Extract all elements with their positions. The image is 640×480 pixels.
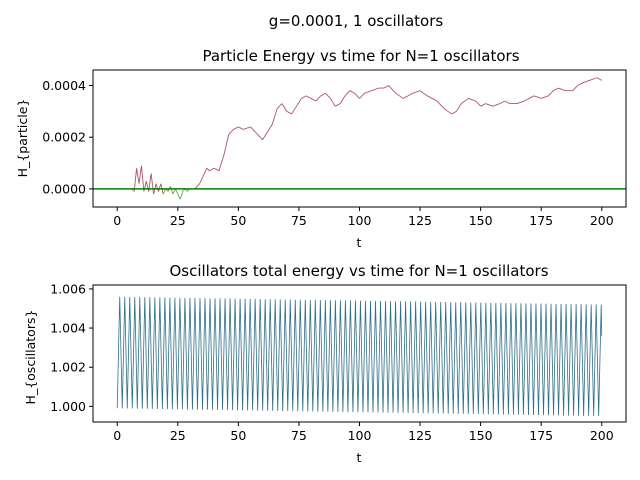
top-axes-ylabel: H_{particle} — [15, 99, 30, 178]
top-xtick-label: 50 — [230, 213, 246, 228]
bottom-xtick-label: 175 — [529, 428, 553, 443]
top-ytick-label: 0.0002 — [42, 130, 86, 145]
bottom-axes-frame — [92, 284, 627, 423]
top-ytick-label: 0.0004 — [42, 78, 86, 93]
bottom-ytick-label: 1.002 — [50, 360, 86, 375]
bottom-ytick-label: 1.006 — [50, 281, 86, 296]
top-axes-frame — [92, 69, 627, 208]
top-ytick-label: 0.0000 — [42, 181, 86, 196]
bottom-xtick-label: 75 — [291, 428, 307, 443]
particle-energy-line — [133, 77, 602, 195]
bottom-axes: Oscillators total energy vs time for N=1… — [23, 262, 627, 465]
bottom-ytick-label: 1.000 — [50, 399, 86, 414]
top-axes-xlabel: t — [357, 235, 362, 250]
bottom-xtick-label: 125 — [408, 428, 432, 443]
bottom-axes-title: Oscillators total energy vs time for N=1… — [169, 262, 548, 280]
top-xtick-label: 200 — [590, 213, 614, 228]
bottom-axes-ylabel: H_{oscillators} — [23, 310, 38, 405]
top-xtick-label: 75 — [291, 213, 307, 228]
top-xtick-label: 175 — [529, 213, 553, 228]
bottom-xtick-label: 50 — [230, 428, 246, 443]
top-xtick-label: 150 — [469, 213, 493, 228]
bottom-xtick-label: 150 — [469, 428, 493, 443]
bottom-xtick-label: 0 — [113, 428, 121, 443]
figure-suptitle: g=0.0001, 1 oscillators — [269, 12, 444, 30]
bottom-xtick-label: 200 — [590, 428, 614, 443]
top-xtick-label: 0 — [113, 213, 121, 228]
bottom-ytick-label: 1.004 — [50, 321, 86, 336]
oscillators-energy-line — [116, 296, 603, 417]
top-xtick-label: 125 — [408, 213, 432, 228]
top-axes: Particle Energy vs time for N=1 oscillat… — [15, 47, 627, 250]
bottom-axes-xlabel: t — [357, 450, 362, 465]
top-axes-title: Particle Energy vs time for N=1 oscillat… — [202, 47, 519, 65]
top-xtick-label: 100 — [348, 213, 372, 228]
bottom-xtick-label: 100 — [348, 428, 372, 443]
top-xtick-label: 25 — [170, 213, 186, 228]
particle-energy-line-negative — [131, 186, 191, 200]
bottom-xtick-label: 25 — [170, 428, 186, 443]
